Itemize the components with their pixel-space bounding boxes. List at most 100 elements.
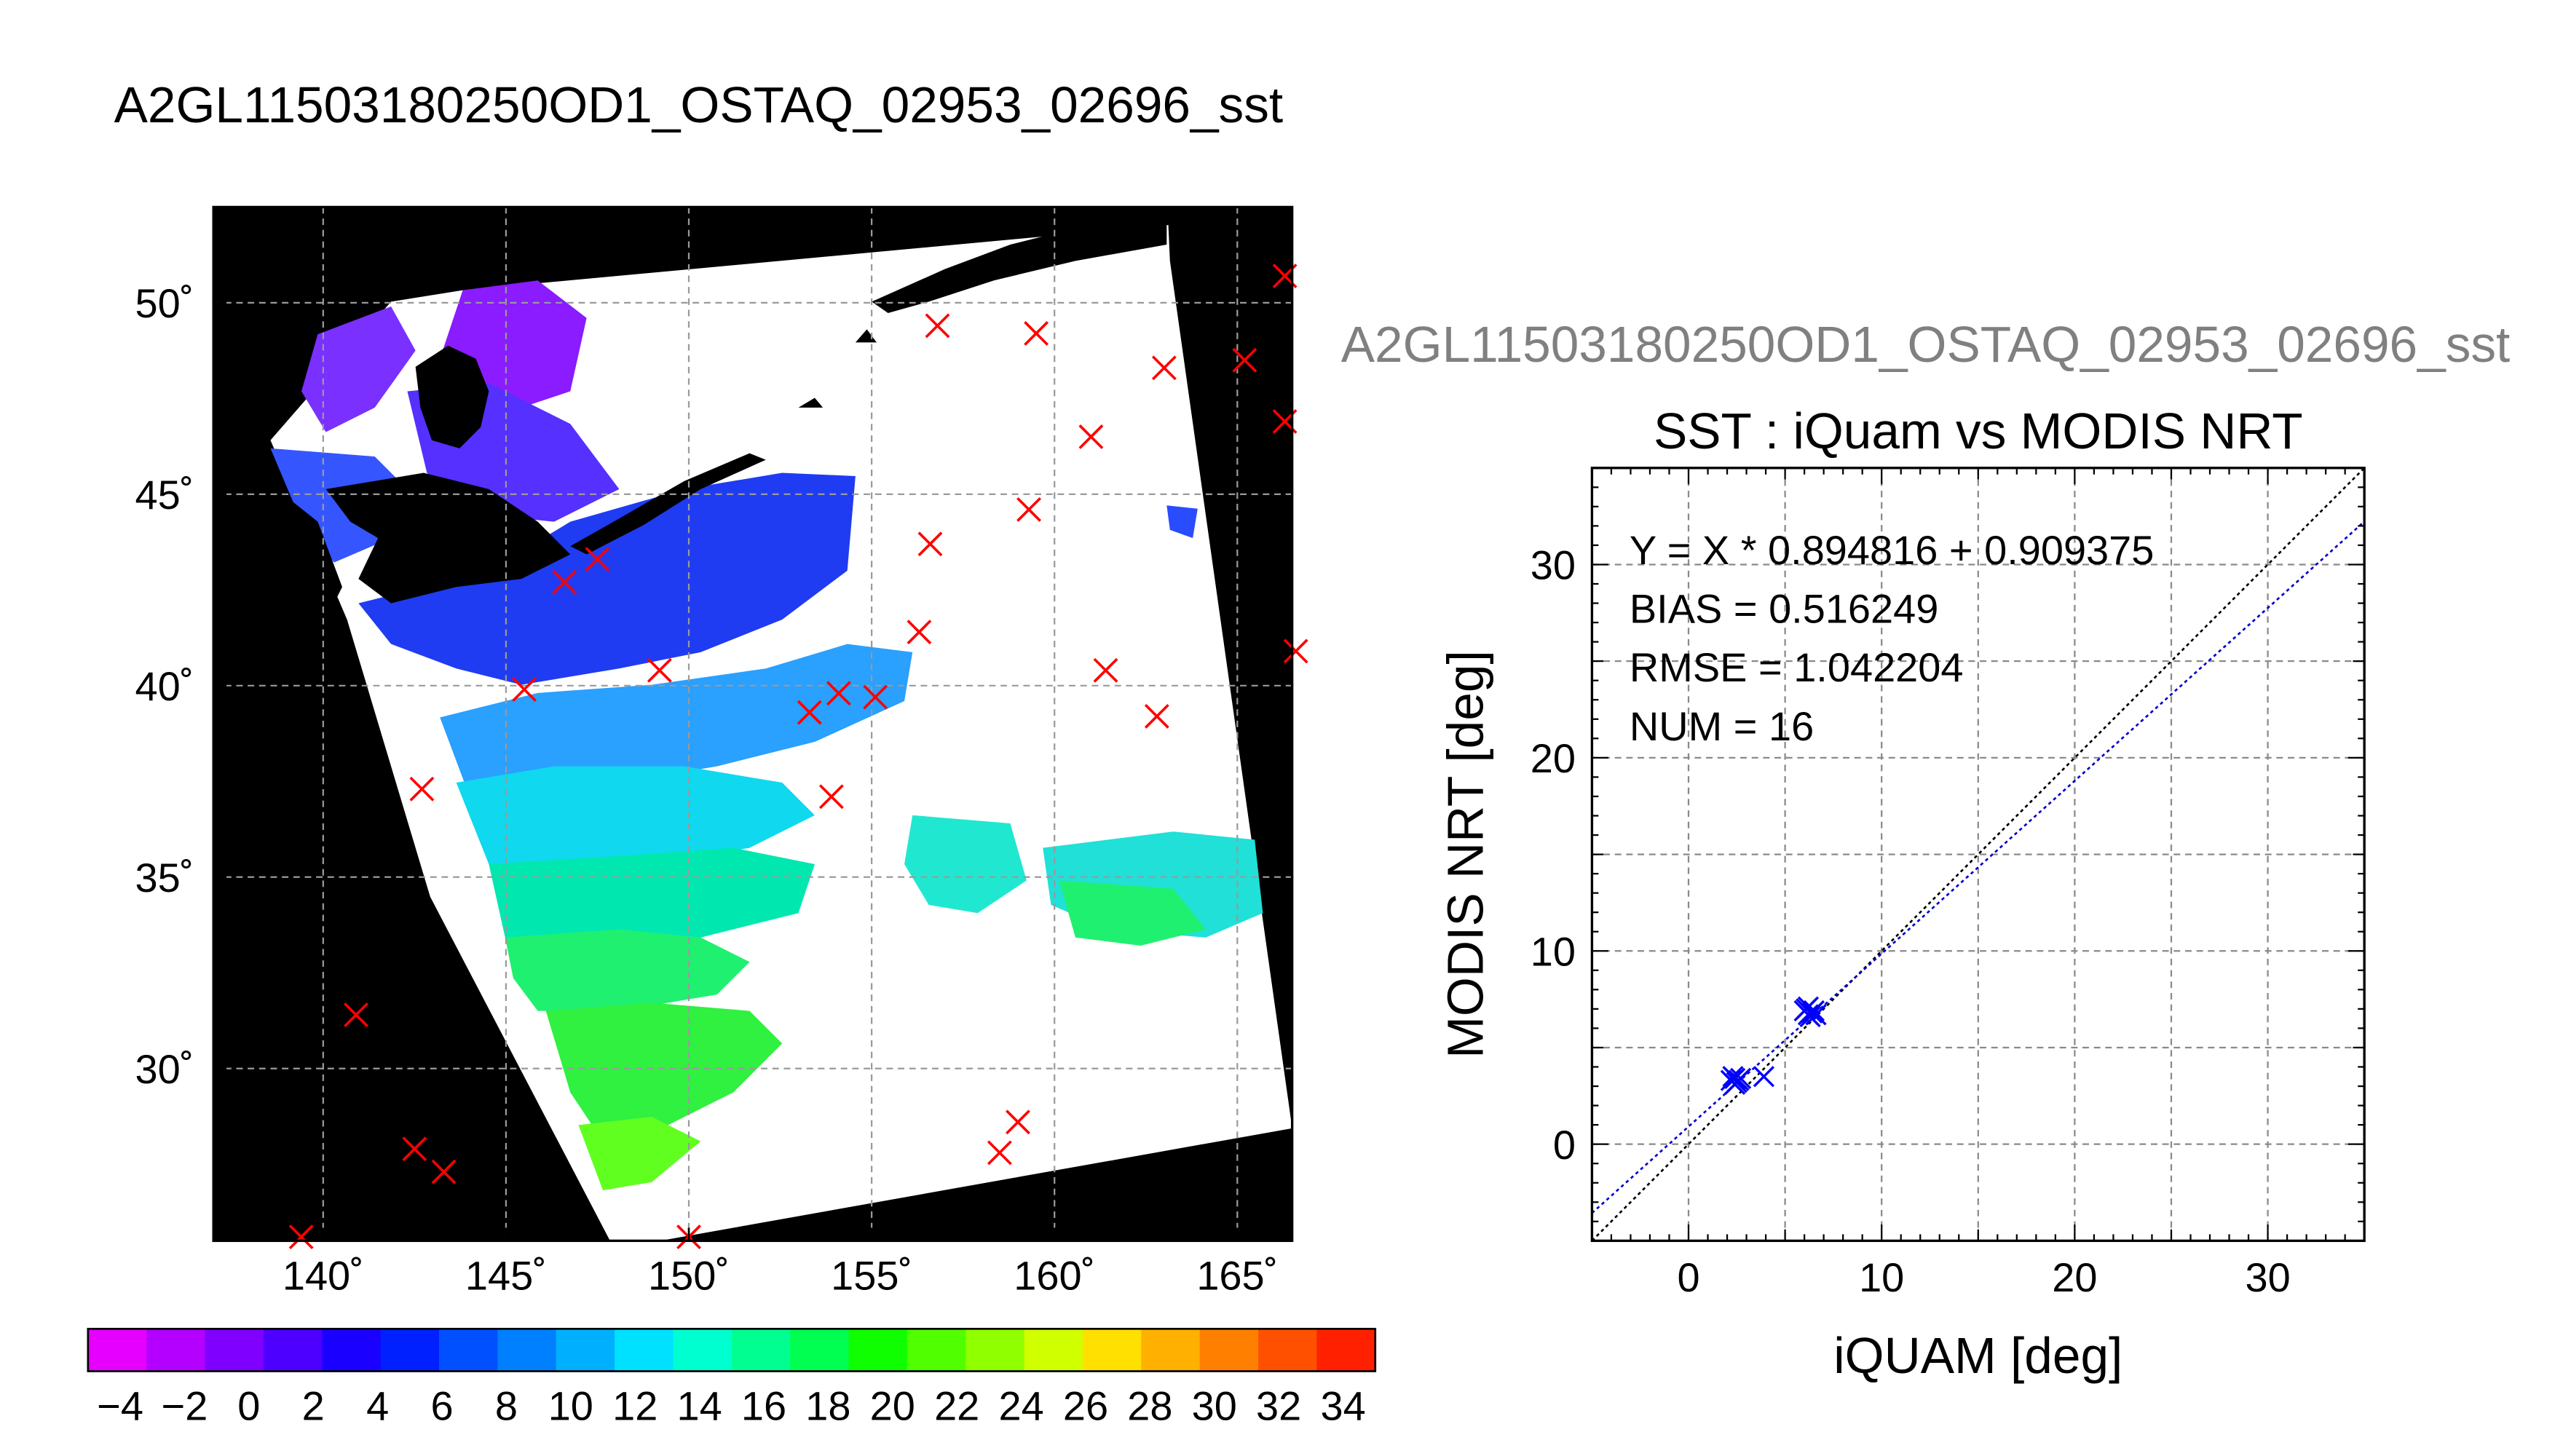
colorbar-tick-label: 2 [302,1383,325,1429]
colorbar-cell [1199,1329,1260,1372]
land-kamchatka [872,225,1167,314]
scatter-plot: SST : iQuam vs MODIS NRT Y = X * 0.89481… [1437,403,2366,1384]
match-marker [585,547,610,572]
colorbar-tick-label: 12 [612,1383,657,1429]
map-x-tick-label: 150˚ [648,1253,730,1299]
colorbar-tick-label: 28 [1127,1383,1172,1429]
sst-patch-violet [301,306,416,432]
match-marker [1151,355,1177,381]
sst-patch-lightblue [440,644,913,799]
scatter-points [1720,996,1827,1096]
match-marker [1144,703,1169,729]
match-marker [512,677,537,703]
match-marker [344,1002,368,1028]
colorbar-tick-label: 16 [741,1383,786,1429]
match-marker [402,1136,427,1162]
colorbar: −4 −2 0 2 4 6 8 10 12 14 16 18 20 22 24 26 28 30 32 34 [87,1327,1377,1429]
colorbar-tick-label: 0 [237,1383,260,1429]
colorbar-tick-label: 26 [1063,1383,1108,1429]
sst-patch-blue-east [1166,505,1198,539]
sst-map: 140˚ 145˚ 150˚ 155˚ 160˚ 165˚ 50˚ 45˚ 40˚ 35˚ 30˚ [135,205,1308,1299]
colorbar-cell [673,1329,732,1372]
map-x-tick-label: 140˚ [283,1253,364,1299]
land-hokkaido [325,472,571,604]
map-x-tick-label: 165˚ [1196,1253,1278,1299]
colorbar-cell [380,1329,441,1372]
match-marker [818,784,844,810]
scatter-ticks: 0 10 20 30 0 10 20 30 [1531,467,2366,1300]
colorbar-cell [263,1329,323,1372]
scatter-point [1803,1000,1825,1022]
match-marker [917,531,943,557]
scatter-point [1729,1067,1752,1090]
colorbar-cell [556,1329,616,1372]
scatter-stat-line: Y = X * 0.894816 + 0.909375 [1630,527,2154,573]
colorbar-cell [790,1329,850,1372]
sst-patch-green-east [1059,880,1207,946]
scatter-y-tick-label: 20 [1531,735,1576,781]
match-marker [1093,657,1118,683]
colorbar-tick-label: 4 [366,1383,389,1429]
match-marker [863,684,888,710]
match-marker [431,1159,457,1184]
land-kurils [570,453,766,555]
match-marker [552,569,577,595]
colorbar-tick-label: −2 [162,1383,208,1429]
colorbar-tick-label: 10 [548,1383,593,1429]
colorbar-cell [848,1329,909,1372]
map-y-tick-label: 45˚ [135,472,194,518]
map-y-tick-label: 50˚ [135,280,194,326]
colorbar-tick-label: 14 [676,1383,722,1429]
colorbar-cell [965,1329,1025,1372]
colorbar-labels: −4 −2 0 2 4 6 8 10 12 14 16 18 20 22 24 26 28 30 32 34 [97,1383,1366,1429]
match-marker [987,1140,1012,1166]
map-grid [213,207,1292,1241]
scatter-x-tick-label: 10 [1859,1254,1904,1300]
sst-patch-blue-main [358,472,856,685]
colorbar-cell [1258,1329,1318,1372]
map-frame [212,205,1294,1243]
map-y-tick-label: 35˚ [135,855,194,901]
colorbar-cell [1316,1329,1376,1372]
scatter-point [1722,1066,1744,1088]
map-x-tick-label: 160˚ [1014,1253,1095,1299]
match-marker [826,681,851,706]
map-x-tick-label: 145˚ [465,1253,547,1299]
sst-patch-lime [578,1117,701,1190]
match-marker [288,1224,314,1250]
sst-patch-teal [489,847,815,946]
scatter-x-tick-label: 30 [2245,1254,2290,1300]
colorbar-frame [87,1327,1377,1372]
scatter-y-tick-label: 0 [1553,1122,1576,1168]
scatter-stat-line: BIAS = 0.516249 [1630,586,1938,632]
sst-patch-cyan-mid [904,815,1027,914]
colorbar-tick-label: 24 [998,1383,1043,1429]
sub-title: A2GL11503180250OD1_OSTAQ_02953_02696_sst [1341,316,2511,373]
colorbar-cell [497,1329,557,1372]
sst-patch-green-2 [545,1002,783,1142]
land-sakhalin [415,345,489,448]
colorbar-tick-label: 34 [1320,1383,1365,1429]
scatter-stats: Y = X * 0.894816 + 0.909375 BIAS = 0.5162… [1630,527,2154,749]
colorbar-tick-label: 20 [870,1383,915,1429]
colorbar-cell [731,1329,791,1372]
colorbar-tick-label: 18 [805,1383,850,1429]
scatter-y-tick-label: 30 [1531,542,1576,588]
match-markers [288,264,1308,1250]
colorbar-tick-label: 32 [1256,1383,1301,1429]
match-marker [1024,321,1049,346]
colorbar-cell [615,1329,674,1372]
match-marker [1078,424,1104,449]
map-y-tick-label: 30˚ [135,1046,194,1092]
colorbar-tick-label: 8 [495,1383,518,1429]
colorbar-cell [87,1329,148,1372]
land-japan-west [213,488,342,636]
colorbar-tick-label: 30 [1192,1383,1237,1429]
scatter-title: SST : iQuam vs MODIS NRT [1654,403,2303,459]
match-marker [797,700,822,725]
match-marker [1016,496,1041,522]
scatter-point [1805,1004,1827,1026]
map-y-tick-label: 40˚ [135,663,194,709]
match-marker [925,313,950,339]
